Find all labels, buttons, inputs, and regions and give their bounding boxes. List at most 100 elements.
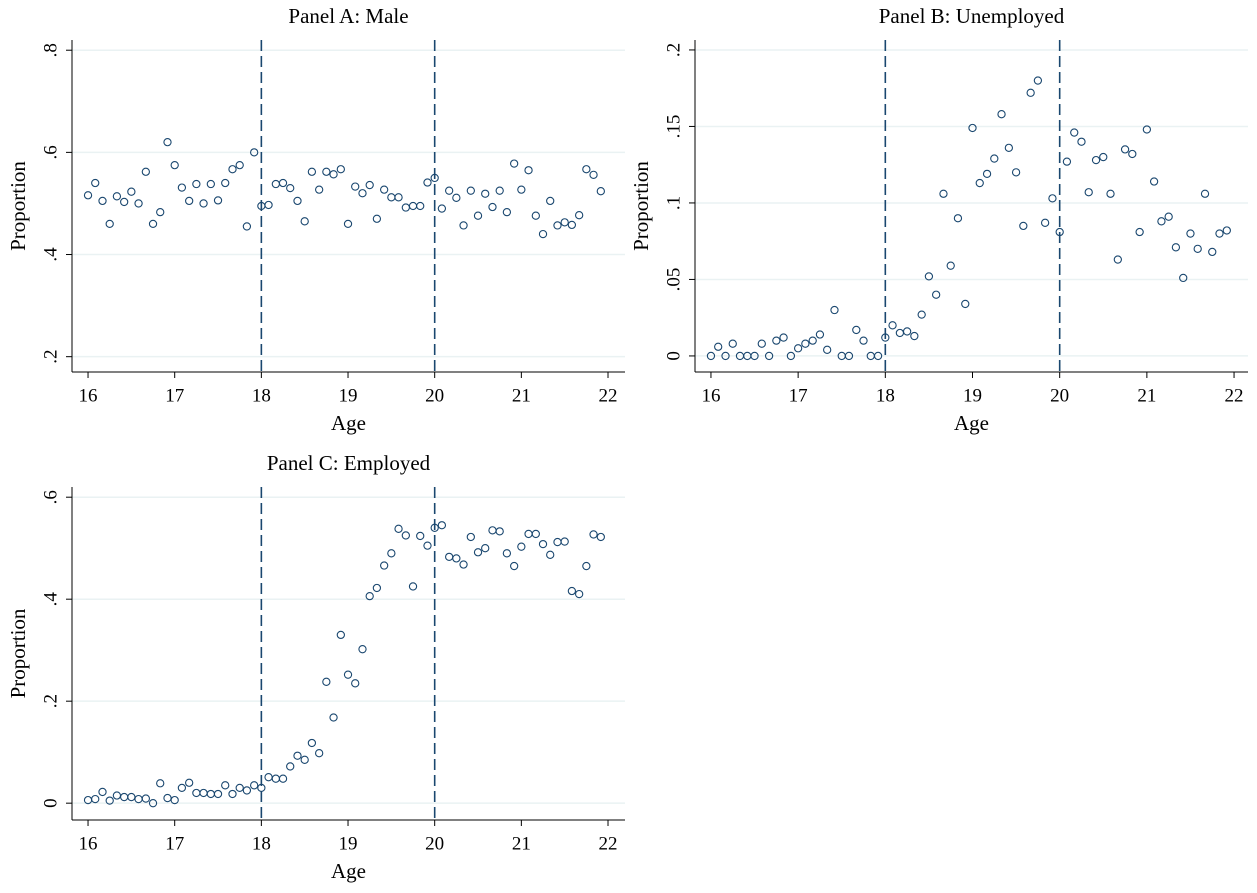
data-point xyxy=(764,351,774,361)
data-point xyxy=(953,214,963,223)
data-point xyxy=(242,786,252,795)
data-point xyxy=(1200,189,1210,198)
data-point xyxy=(844,351,854,361)
data-point xyxy=(1048,194,1057,203)
x-tick-label: 19 xyxy=(339,833,358,854)
data-point xyxy=(250,781,259,790)
data-point xyxy=(750,351,759,361)
data-point xyxy=(823,345,832,354)
data-point xyxy=(177,783,187,793)
data-point xyxy=(961,299,970,309)
data-point xyxy=(228,165,237,174)
data-point xyxy=(264,200,273,210)
data-point xyxy=(510,561,519,571)
data-point xyxy=(423,178,432,187)
data-point xyxy=(786,351,796,361)
data-point xyxy=(105,796,114,805)
x-tick-label: 19 xyxy=(963,385,982,406)
data-point xyxy=(394,193,403,202)
data-point xyxy=(141,794,150,803)
data-point xyxy=(98,787,107,797)
data-point xyxy=(430,523,439,532)
x-tick-label: 21 xyxy=(512,833,531,854)
data-point xyxy=(1106,189,1115,198)
data-point xyxy=(575,211,584,220)
data-point xyxy=(1040,218,1050,227)
data-point xyxy=(589,170,598,179)
data-point xyxy=(582,165,591,174)
data-point xyxy=(1019,221,1028,231)
data-point xyxy=(148,799,158,808)
data-point xyxy=(982,169,992,179)
data-point xyxy=(1120,145,1130,154)
data-point xyxy=(358,189,367,198)
data-point xyxy=(401,531,410,540)
data-point xyxy=(127,187,136,196)
data-point xyxy=(416,201,425,211)
data-point xyxy=(596,532,605,542)
data-point xyxy=(510,159,519,168)
data-point xyxy=(481,189,490,198)
data-point xyxy=(772,336,781,345)
data-point xyxy=(120,197,129,207)
data-point xyxy=(939,189,948,198)
data-point xyxy=(546,550,555,559)
data-point xyxy=(365,180,374,190)
y-tick-label: 0 xyxy=(663,351,684,361)
data-point xyxy=(134,199,143,208)
data-point xyxy=(235,783,244,793)
panel: Panel B: Unemployed 0 .05 .1 .15 .2 16 17 18 19 20… xyxy=(629,4,1248,435)
data-point xyxy=(408,582,418,591)
data-point xyxy=(286,183,295,193)
data-point xyxy=(423,541,432,550)
data-point xyxy=(553,221,562,230)
data-point xyxy=(156,207,165,217)
data-point xyxy=(372,214,382,223)
data-point xyxy=(575,589,584,599)
data-point xyxy=(329,170,338,179)
y-tick-label: .2 xyxy=(663,43,684,57)
data-point xyxy=(242,222,252,231)
data-point xyxy=(286,762,295,771)
x-tick-label: 21 xyxy=(512,385,531,406)
data-point xyxy=(502,549,512,558)
data-point xyxy=(105,219,114,229)
data-point xyxy=(199,199,208,208)
data-point xyxy=(278,774,288,783)
x-tick-label: 17 xyxy=(165,385,184,406)
data-point xyxy=(466,532,475,542)
data-point xyxy=(445,186,454,195)
data-point xyxy=(1004,143,1014,153)
data-point xyxy=(495,527,504,536)
data-point xyxy=(163,138,172,147)
data-point xyxy=(946,261,955,270)
data-point xyxy=(336,630,345,640)
x-tick-label: 22 xyxy=(1225,385,1244,406)
y-tick-label: .8 xyxy=(40,43,61,57)
y-tick-label: .1 xyxy=(663,196,684,210)
data-point xyxy=(1077,137,1086,146)
data-point xyxy=(315,749,324,758)
data-point xyxy=(706,351,716,361)
data-point xyxy=(714,342,723,351)
data-point xyxy=(1091,155,1101,165)
data-point xyxy=(815,330,825,339)
data-point xyxy=(221,178,230,188)
data-point xyxy=(546,196,555,206)
data-point xyxy=(293,751,302,760)
x-tick-label: 16 xyxy=(701,385,720,406)
x-tick-label: 16 xyxy=(79,385,98,406)
data-point xyxy=(1215,229,1224,238)
panel: Panel C: Employed 0 .2 .4 .6 16 17 18 19 20 21 22 Ag… xyxy=(6,451,625,883)
data-point xyxy=(1164,212,1173,221)
y-tick-label: .6 xyxy=(40,145,61,159)
data-point xyxy=(459,560,468,569)
data-point xyxy=(358,645,367,654)
data-point xyxy=(394,524,403,533)
y-axis-title: Proportion xyxy=(629,161,653,251)
x-tick-label: 22 xyxy=(599,385,618,406)
x-tick-label: 17 xyxy=(165,833,184,854)
data-point xyxy=(380,185,389,194)
data-point xyxy=(185,196,194,206)
data-point xyxy=(968,123,977,133)
